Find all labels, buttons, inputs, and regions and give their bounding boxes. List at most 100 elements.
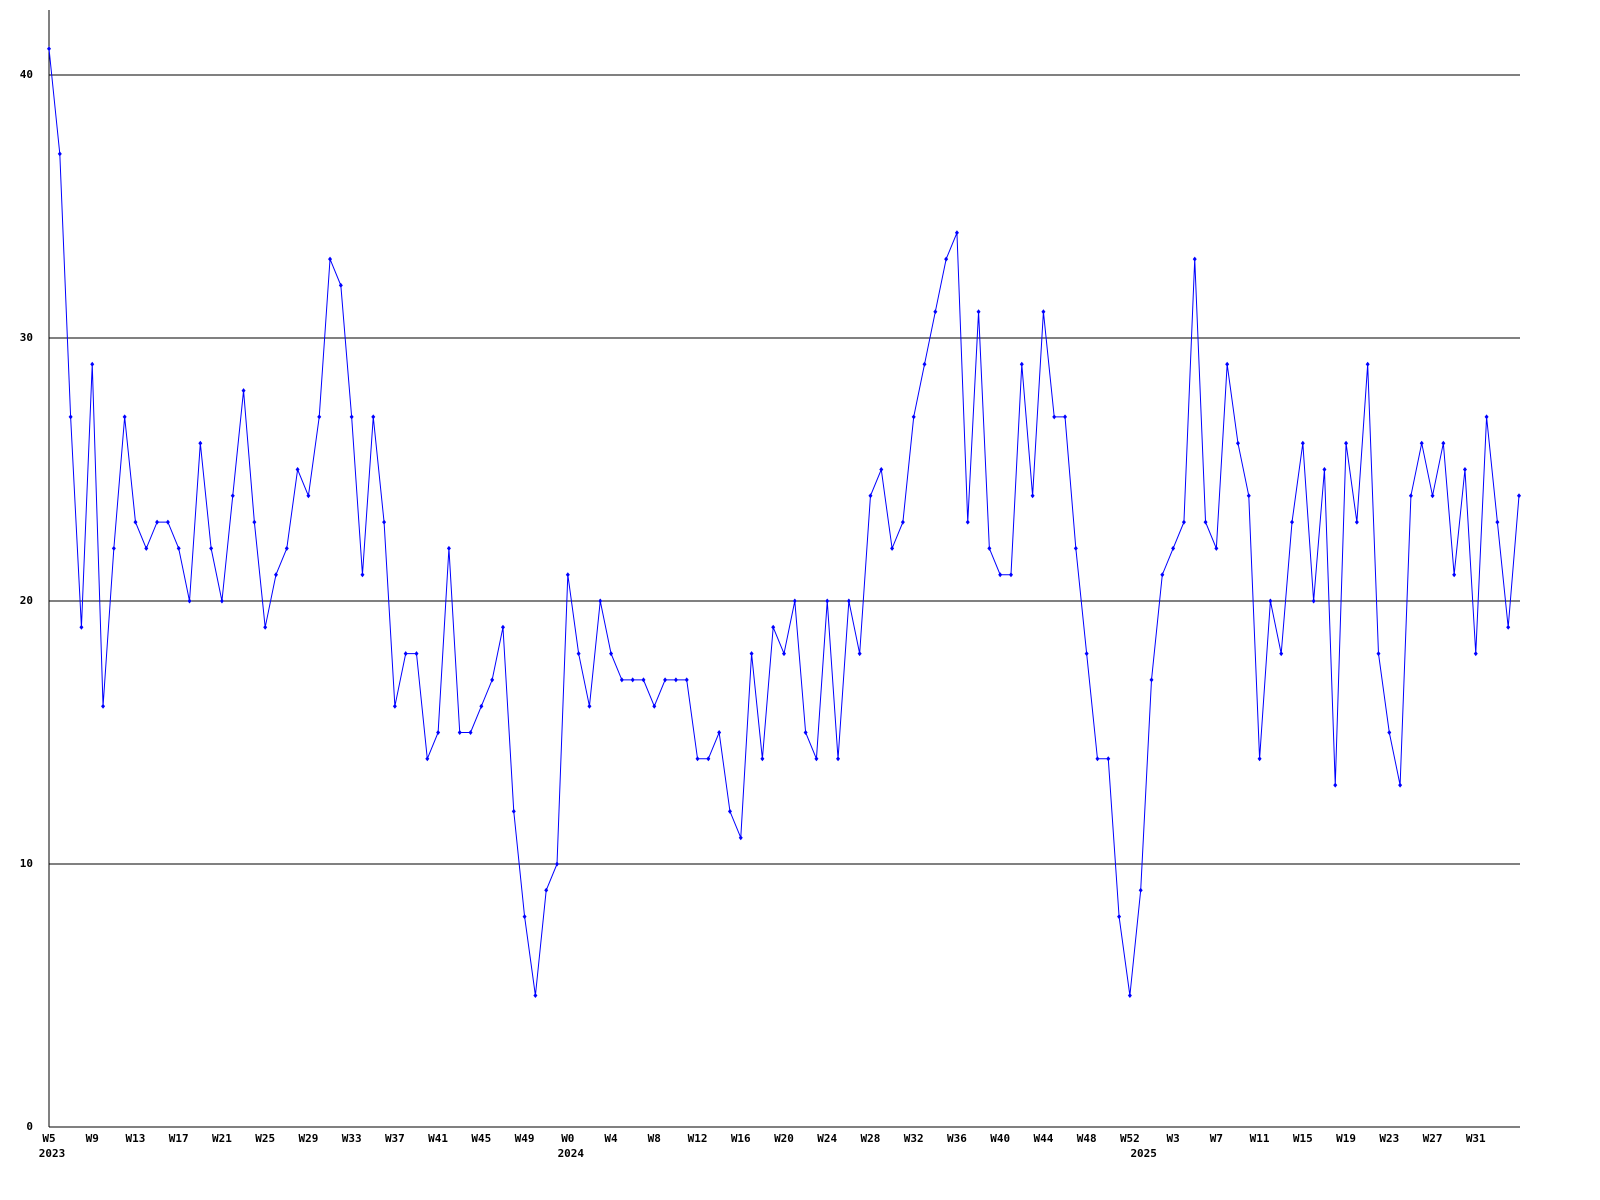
point-marker bbox=[1387, 730, 1392, 735]
point-marker bbox=[1441, 440, 1446, 446]
point-marker bbox=[944, 256, 949, 262]
point-marker bbox=[922, 361, 927, 367]
point-marker bbox=[1063, 414, 1068, 420]
point-marker bbox=[771, 624, 776, 630]
point-marker bbox=[360, 572, 365, 578]
x-tick-label: W52 bbox=[1120, 1132, 1140, 1145]
x-tick-label: W29 bbox=[298, 1132, 318, 1145]
point-marker bbox=[1333, 782, 1338, 788]
point-marker bbox=[1279, 651, 1284, 657]
point-marker bbox=[1311, 598, 1316, 604]
point-marker bbox=[706, 756, 711, 762]
point-marker bbox=[500, 624, 505, 630]
point-marker bbox=[717, 730, 722, 735]
point-marker bbox=[1203, 519, 1208, 525]
point-marker bbox=[987, 545, 992, 551]
point-marker bbox=[328, 256, 333, 262]
point-marker bbox=[338, 282, 343, 288]
x-tick-label: W49 bbox=[515, 1132, 535, 1145]
point-marker bbox=[1106, 756, 1111, 762]
point-marker bbox=[857, 651, 862, 657]
point-marker bbox=[1452, 572, 1457, 578]
point-marker bbox=[803, 730, 808, 735]
point-marker bbox=[371, 414, 376, 420]
point-marker bbox=[1300, 440, 1305, 446]
point-marker bbox=[198, 440, 203, 446]
point-marker bbox=[576, 651, 581, 657]
point-marker bbox=[792, 598, 797, 604]
x-tick-label: W5 bbox=[42, 1132, 55, 1145]
point-marker bbox=[652, 703, 657, 709]
point-marker bbox=[425, 756, 430, 762]
point-marker bbox=[1344, 440, 1349, 446]
x-tick-label: W20 bbox=[774, 1132, 794, 1145]
x-tick-label: W27 bbox=[1423, 1132, 1443, 1145]
point-marker bbox=[47, 46, 51, 52]
point-marker bbox=[1408, 493, 1413, 499]
point-marker bbox=[1225, 361, 1230, 367]
point-marker bbox=[565, 572, 570, 578]
point-marker bbox=[1019, 361, 1024, 367]
x-tick-label: W37 bbox=[385, 1132, 405, 1145]
point-marker bbox=[1052, 414, 1057, 420]
point-marker bbox=[317, 414, 322, 420]
point-marker bbox=[295, 467, 300, 472]
point-marker bbox=[900, 519, 905, 525]
point-marker bbox=[1257, 756, 1262, 762]
point-marker bbox=[868, 493, 873, 499]
point-marker bbox=[403, 651, 408, 657]
point-marker bbox=[998, 572, 1003, 578]
x-tick-label: W11 bbox=[1250, 1132, 1270, 1145]
x-tick-label: W16 bbox=[731, 1132, 751, 1145]
x-tick-label: W31 bbox=[1466, 1132, 1486, 1145]
point-marker bbox=[349, 414, 354, 420]
x-tick-label: W44 bbox=[1033, 1132, 1053, 1145]
x-tick-label: W0 bbox=[561, 1132, 574, 1145]
x-tick-label: W33 bbox=[342, 1132, 362, 1145]
point-marker bbox=[1376, 651, 1381, 657]
x-tick-label: W41 bbox=[428, 1132, 448, 1145]
point-marker bbox=[749, 651, 754, 657]
point-marker bbox=[1484, 414, 1489, 420]
x-tick-label: W25 bbox=[255, 1132, 275, 1145]
line bbox=[48, 48, 1520, 996]
point-marker bbox=[879, 467, 884, 472]
point-marker bbox=[1171, 545, 1176, 551]
x-tick-label: W3 bbox=[1166, 1132, 1179, 1145]
point-marker bbox=[1041, 309, 1046, 315]
point-marker bbox=[1095, 756, 1100, 762]
point-marker bbox=[630, 677, 635, 683]
point-marker bbox=[68, 414, 73, 420]
point-marker bbox=[846, 598, 851, 604]
x-tick-label: W19 bbox=[1336, 1132, 1356, 1145]
point-marker bbox=[965, 519, 970, 525]
point-marker bbox=[738, 835, 743, 841]
point-marker bbox=[252, 519, 257, 525]
point-marker bbox=[1462, 467, 1467, 472]
point-marker bbox=[1495, 519, 1500, 525]
y-tick-label: 40 bbox=[20, 68, 33, 81]
point-marker bbox=[1322, 467, 1327, 472]
point-marker bbox=[825, 598, 830, 604]
point-marker bbox=[663, 677, 668, 683]
point-marker bbox=[111, 545, 116, 551]
x-tick-label: W17 bbox=[169, 1132, 189, 1145]
x-tick-label: W21 bbox=[212, 1132, 232, 1145]
point-marker bbox=[760, 756, 765, 762]
point-marker bbox=[414, 651, 419, 657]
point-marker bbox=[436, 730, 441, 735]
x-tick-label: W4 bbox=[604, 1132, 618, 1145]
point-marker bbox=[954, 230, 959, 236]
point-marker bbox=[890, 545, 895, 551]
point-marker bbox=[446, 545, 451, 551]
point-marker bbox=[241, 388, 246, 394]
point-marker bbox=[1517, 493, 1521, 499]
point-marker bbox=[911, 414, 916, 420]
x-tick-label: W12 bbox=[688, 1132, 708, 1145]
y-tick-label: 30 bbox=[20, 331, 33, 344]
point-marker bbox=[533, 993, 538, 998]
point-marker bbox=[165, 519, 170, 525]
y-tick-label: 20 bbox=[20, 594, 33, 607]
point-marker bbox=[263, 624, 268, 630]
